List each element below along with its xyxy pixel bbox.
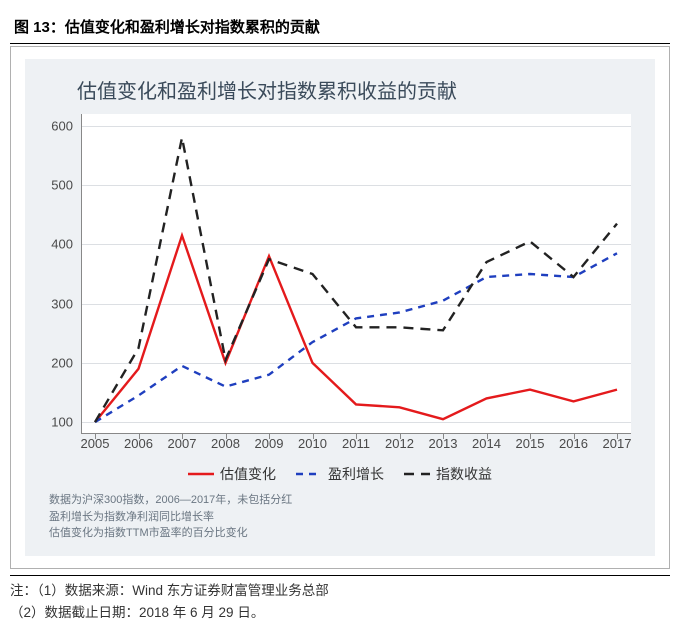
x-tick-label: 2013: [429, 436, 458, 451]
chart-footnotes: 数据为沪深300指数，2006—2017年，未包括分红盈利增长为指数净利润同比增…: [49, 492, 637, 542]
x-tick-label: 2006: [124, 436, 153, 451]
x-tick-label: 2016: [559, 436, 588, 451]
note-line: （2）数据截止日期：2018 年 6 月 29 日。: [10, 602, 670, 625]
note-line: 注：（1）数据来源：Wind 东方证券财富管理业务总部: [10, 580, 670, 603]
x-tick-label: 2008: [211, 436, 240, 451]
y-tick-label: 100: [51, 415, 73, 430]
legend: 估值变化 盈利增长 指数收益: [43, 464, 637, 484]
y-axis-labels: 100 200 300 400 500 600: [43, 114, 77, 434]
legend-label: 估值变化: [220, 464, 276, 484]
chart-container: 估值变化和盈利增长对指数累积收益的贡献 100 200 300 400 500 600 2…: [10, 46, 670, 569]
legend-item-index: 指数收益: [404, 464, 492, 484]
x-axis-labels: 2005 2006 2007 2008 2009 2010 2011 2012 2013 2014…: [81, 434, 631, 454]
x-tick-label: 2005: [81, 436, 110, 451]
plot-area: 100200300400500600: [81, 114, 631, 434]
figure-caption: 图 13：估值变化和盈利增长对指数累积的贡献: [10, 10, 670, 44]
chart-inner: 估值变化和盈利增长对指数累积收益的贡献 100 200 300 400 500 600 2…: [25, 59, 655, 556]
chart-footnote-line: 盈利增长为指数净利润同比增长率: [49, 509, 637, 526]
x-tick-label: 2012: [385, 436, 414, 451]
x-tick-label: 2015: [516, 436, 545, 451]
chart-svg: [81, 114, 631, 434]
y-tick-label: 400: [51, 237, 73, 252]
x-tick-label: 2007: [168, 436, 197, 451]
legend-item-earnings: 盈利增长: [296, 464, 384, 484]
chart-footnote-line: 数据为沪深300指数，2006—2017年，未包括分红: [49, 492, 637, 509]
y-tick-label: 600: [51, 118, 73, 133]
y-tick-label: 200: [51, 355, 73, 370]
chart-title: 估值变化和盈利增长对指数累积收益的贡献: [77, 75, 637, 104]
series-index: [95, 138, 617, 422]
legend-label: 盈利增长: [328, 464, 384, 484]
y-tick-label: 500: [51, 178, 73, 193]
x-tick-label: 2011: [342, 436, 370, 451]
series-earnings: [95, 253, 617, 422]
x-tick-label: 2009: [255, 436, 284, 451]
x-tick-label: 2017: [603, 436, 632, 451]
x-tick-label: 2014: [472, 436, 501, 451]
series-valuation: [95, 236, 617, 423]
legend-item-valuation: 估值变化: [188, 464, 276, 484]
x-tick-label: 2010: [298, 436, 327, 451]
legend-label: 指数收益: [436, 464, 492, 484]
source-notes: 注：（1）数据来源：Wind 东方证券财富管理业务总部（2）数据截止日期：201…: [10, 575, 670, 626]
chart-footnote-line: 估值变化为指数TTM市盈率的百分比变化: [49, 525, 637, 542]
y-tick-label: 300: [51, 296, 73, 311]
